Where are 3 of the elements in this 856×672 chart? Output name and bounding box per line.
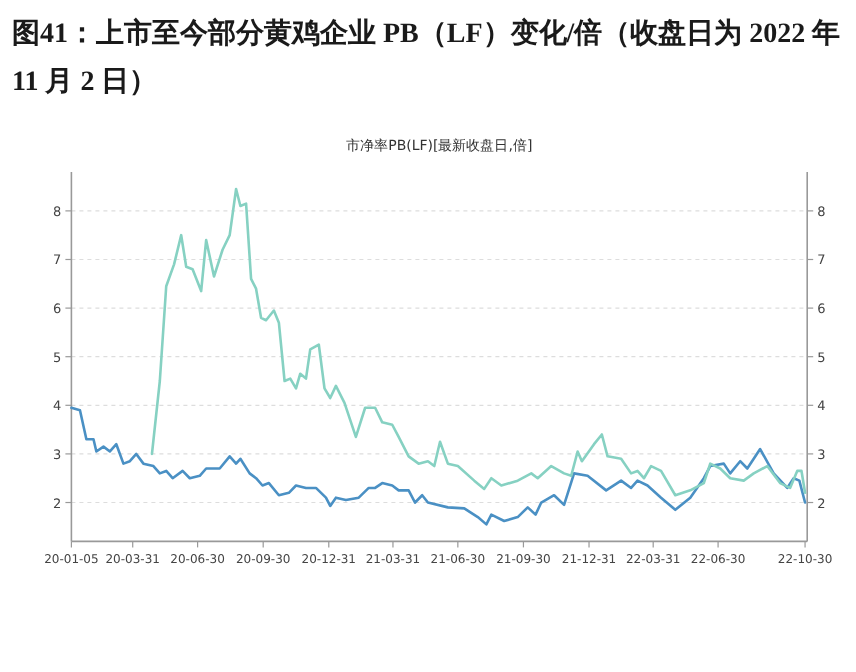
chart-title: 图41：上市至今部分黄鸡企业 PB（LF）变化/倍（收盘日为 2022 年 11 月 2 日） bbox=[12, 15, 843, 102]
line-series bbox=[70, 406, 807, 526]
line-series bbox=[150, 187, 807, 497]
